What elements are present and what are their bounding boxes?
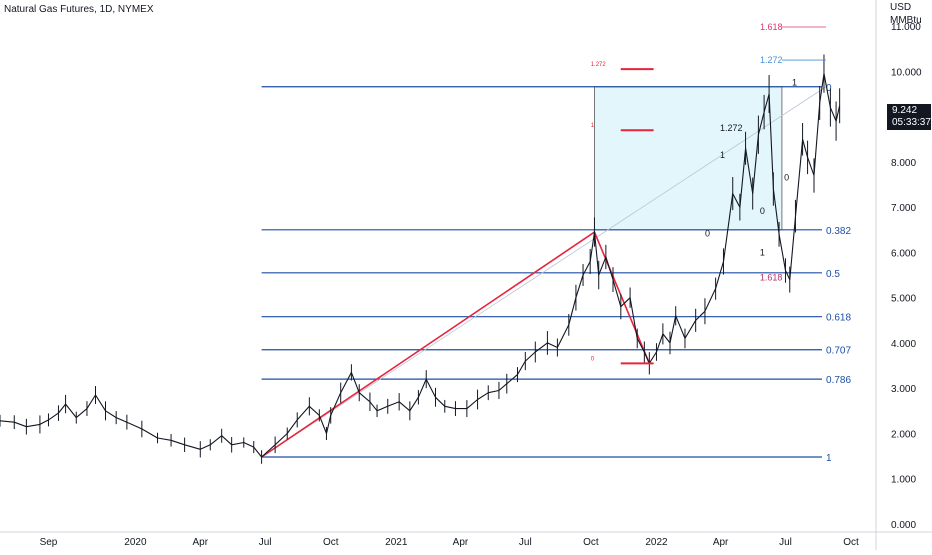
x-tick-label: Apr [713,537,729,548]
trend-fib-label: 1 [591,123,595,129]
y-tick-label: 1.000 [891,475,916,486]
trend-line [261,231,595,458]
swing-label: 1 [792,78,797,88]
y-tick-label: 5.000 [891,294,916,305]
unit-label: MMBtu [890,15,922,26]
swing-label: 1 [720,150,725,160]
x-tick-label: Jul [519,537,532,548]
y-tick-label: 6.000 [891,248,916,259]
y-tick-label: 2.000 [891,429,916,440]
fib-level-label: 0.618 [826,313,851,324]
x-tick-label: Jul [779,537,792,548]
y-tick-label: 7.000 [891,203,916,214]
trend-line [593,231,651,364]
y-tick-label: 0.000 [891,520,916,531]
chart-title: Natural Gas Futures, 1D, NYMEX [4,4,154,15]
fib-level-label: 0.786 [826,375,851,386]
fib-level-label: 0.707 [826,346,851,357]
swing-label: 0 [784,173,789,183]
currency-label: USD [890,2,912,13]
trend-fib-label: 0 [591,356,595,362]
swing-label: 1.618 [760,272,783,282]
price-series-line [0,73,841,458]
y-tick-label: 3.000 [891,384,916,395]
extension-label: 1.618 [760,22,783,32]
swing-label: 0 [760,206,765,216]
y-tick-label: 4.000 [891,339,916,350]
x-tick-label: 2022 [645,537,668,548]
extension-label: 1.272 [760,55,783,65]
x-tick-label: Sep [40,537,58,548]
x-tick-label: Apr [453,537,469,548]
swing-label: 0 [705,228,710,238]
x-tick-label: Apr [193,537,209,548]
swing-label: 1 [760,247,765,257]
fib-level-label: 0.382 [826,226,851,237]
x-tick-label: Oct [843,537,859,548]
last-price-badge: 9.242 05:33:37 [887,104,931,130]
fib-level-label: 0 [826,83,832,94]
trend-fib-label: 1.272 [591,62,607,68]
fib-level-label: 1 [826,453,832,464]
y-tick-label: 8.000 [891,158,916,169]
x-tick-label: Oct [583,537,599,548]
bar-countdown: 05:33:37 [892,117,931,128]
y-tick-label: 11.000 [891,22,921,33]
x-tick-label: 2020 [124,537,147,548]
diagonal-guide [261,86,827,458]
swing-label: 1.272 [720,123,743,133]
fib-level-label: 0.5 [826,269,840,280]
x-tick-label: Jul [259,537,272,548]
x-tick-label: 2021 [385,537,408,548]
x-tick-label: Oct [323,537,339,548]
y-tick-label: 10.000 [891,67,922,78]
last-price-value: 9.242 [892,105,918,116]
highlight-box [594,86,783,231]
